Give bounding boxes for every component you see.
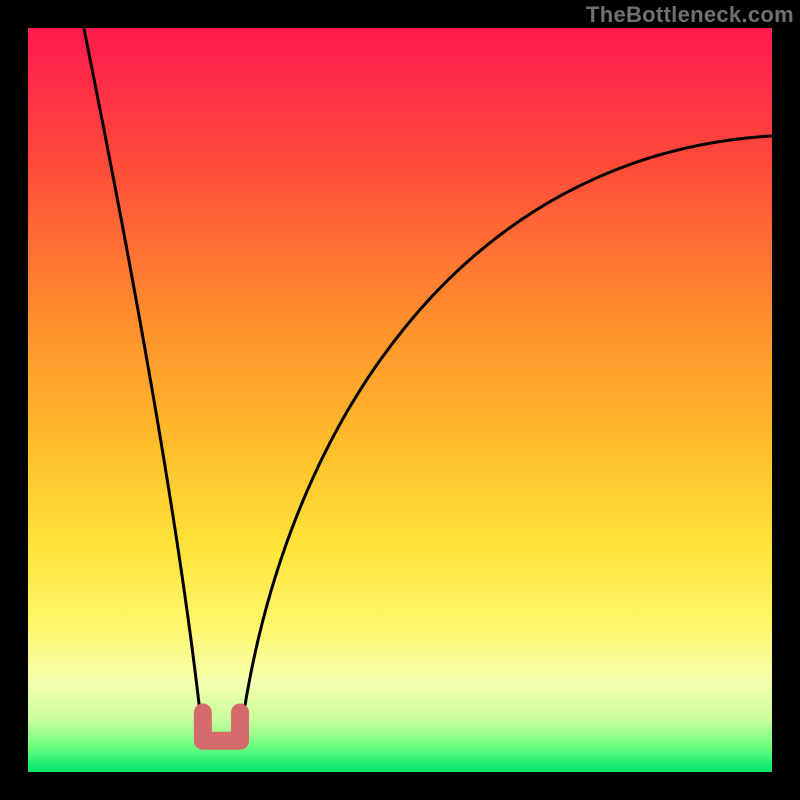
plot-area <box>28 28 772 772</box>
curve-layer <box>28 28 772 772</box>
chart-container: TheBottleneck.com <box>0 0 800 800</box>
watermark-label: TheBottleneck.com <box>586 2 794 28</box>
